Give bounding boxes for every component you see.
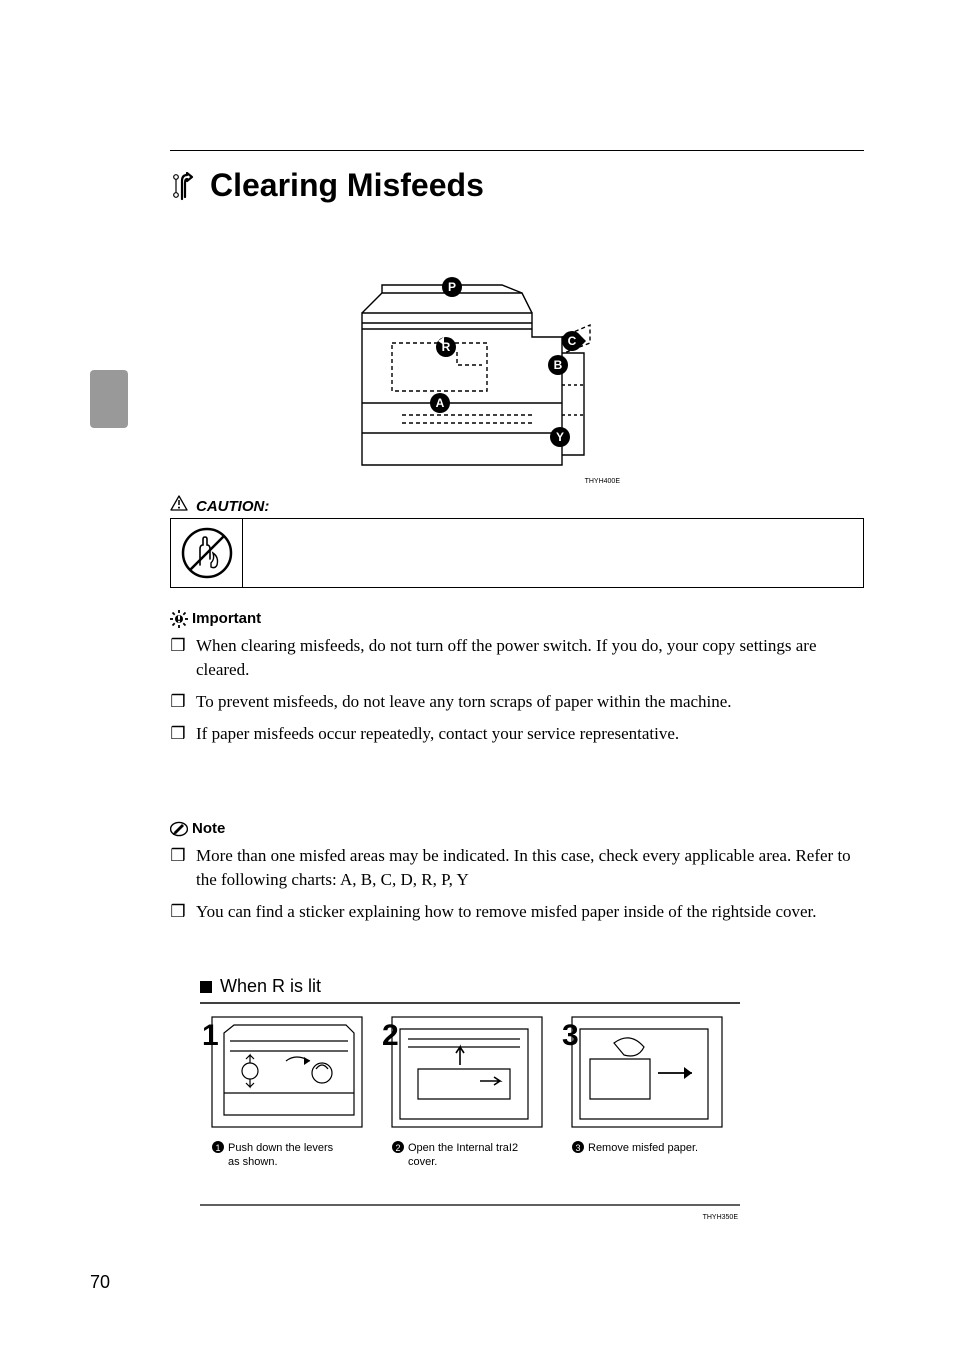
important-item-text: When clearing misfeeds, do not turn off … xyxy=(196,634,864,682)
svg-text:A: A xyxy=(436,396,445,410)
printer-diagram: P R C B A Y THYH400E xyxy=(332,265,622,487)
list-item: ❒More than one misfed areas may be indic… xyxy=(170,844,864,892)
note-item-text: More than one misfed areas may be indica… xyxy=(196,844,864,892)
svg-text:2: 2 xyxy=(395,1143,400,1153)
svg-text:3: 3 xyxy=(562,1019,579,1052)
step-caption-line2: as shown. xyxy=(228,1156,278,1168)
caution-text xyxy=(243,519,863,587)
step-caption-line2: cover. xyxy=(408,1156,437,1168)
important-block: Important ❒When clearing misfeeds, do no… xyxy=(170,610,864,754)
important-item-text: If paper misfeeds occur repeatedly, cont… xyxy=(196,722,679,746)
svg-text:C: C xyxy=(568,334,577,348)
svg-text:1: 1 xyxy=(215,1143,220,1153)
chapter-rule xyxy=(170,150,864,151)
figure-ref-top: THYH400E xyxy=(585,478,621,485)
no-touch-hot-icon xyxy=(181,527,233,579)
step-caption: Remove misfed paper. xyxy=(588,1142,698,1154)
svg-text:1: 1 xyxy=(202,1019,219,1052)
caution-label: CAUTION: xyxy=(196,498,269,515)
note-pencil-icon xyxy=(170,820,188,838)
svg-text:P: P xyxy=(448,280,456,294)
bottom-diagram-title: When R is lit xyxy=(220,976,321,996)
svg-text:2: 2 xyxy=(382,1019,399,1052)
note-item-text: You can find a sticker explaining how to… xyxy=(196,900,817,924)
svg-text:3: 3 xyxy=(575,1143,580,1153)
misfeed-icon xyxy=(170,171,200,201)
note-label: Note xyxy=(192,820,225,837)
chapter-tab xyxy=(90,370,128,428)
note-block: Note ❒More than one misfed areas may be … xyxy=(170,820,864,932)
svg-text:B: B xyxy=(554,358,563,372)
caution-triangle-icon xyxy=(170,495,188,511)
important-label: Important xyxy=(192,610,261,627)
list-item: ❒To prevent misfeeds, do not leave any t… xyxy=(170,690,864,714)
svg-text:Y: Y xyxy=(556,430,564,444)
important-item-text: To prevent misfeeds, do not leave any to… xyxy=(196,690,732,714)
page-title: Clearing Misfeeds xyxy=(210,167,484,204)
list-item: ❒If paper misfeeds occur repeatedly, con… xyxy=(170,722,864,746)
page-number: 70 xyxy=(90,1272,110,1293)
when-r-lit-diagram: When R is lit 1 2 xyxy=(200,975,740,1227)
caution-box xyxy=(170,518,864,588)
step-caption: Push down the levers xyxy=(228,1142,334,1154)
figure-ref-bottom: THYH350E xyxy=(703,1214,739,1221)
list-item: ❒You can find a sticker explaining how t… xyxy=(170,900,864,924)
list-item: ❒When clearing misfeeds, do not turn off… xyxy=(170,634,864,682)
page-title-row: Clearing Misfeeds xyxy=(170,167,484,204)
step-caption: Open the Internal traI2 xyxy=(408,1142,518,1154)
important-sun-icon xyxy=(170,610,188,628)
caution-block: CAUTION: xyxy=(170,495,864,588)
